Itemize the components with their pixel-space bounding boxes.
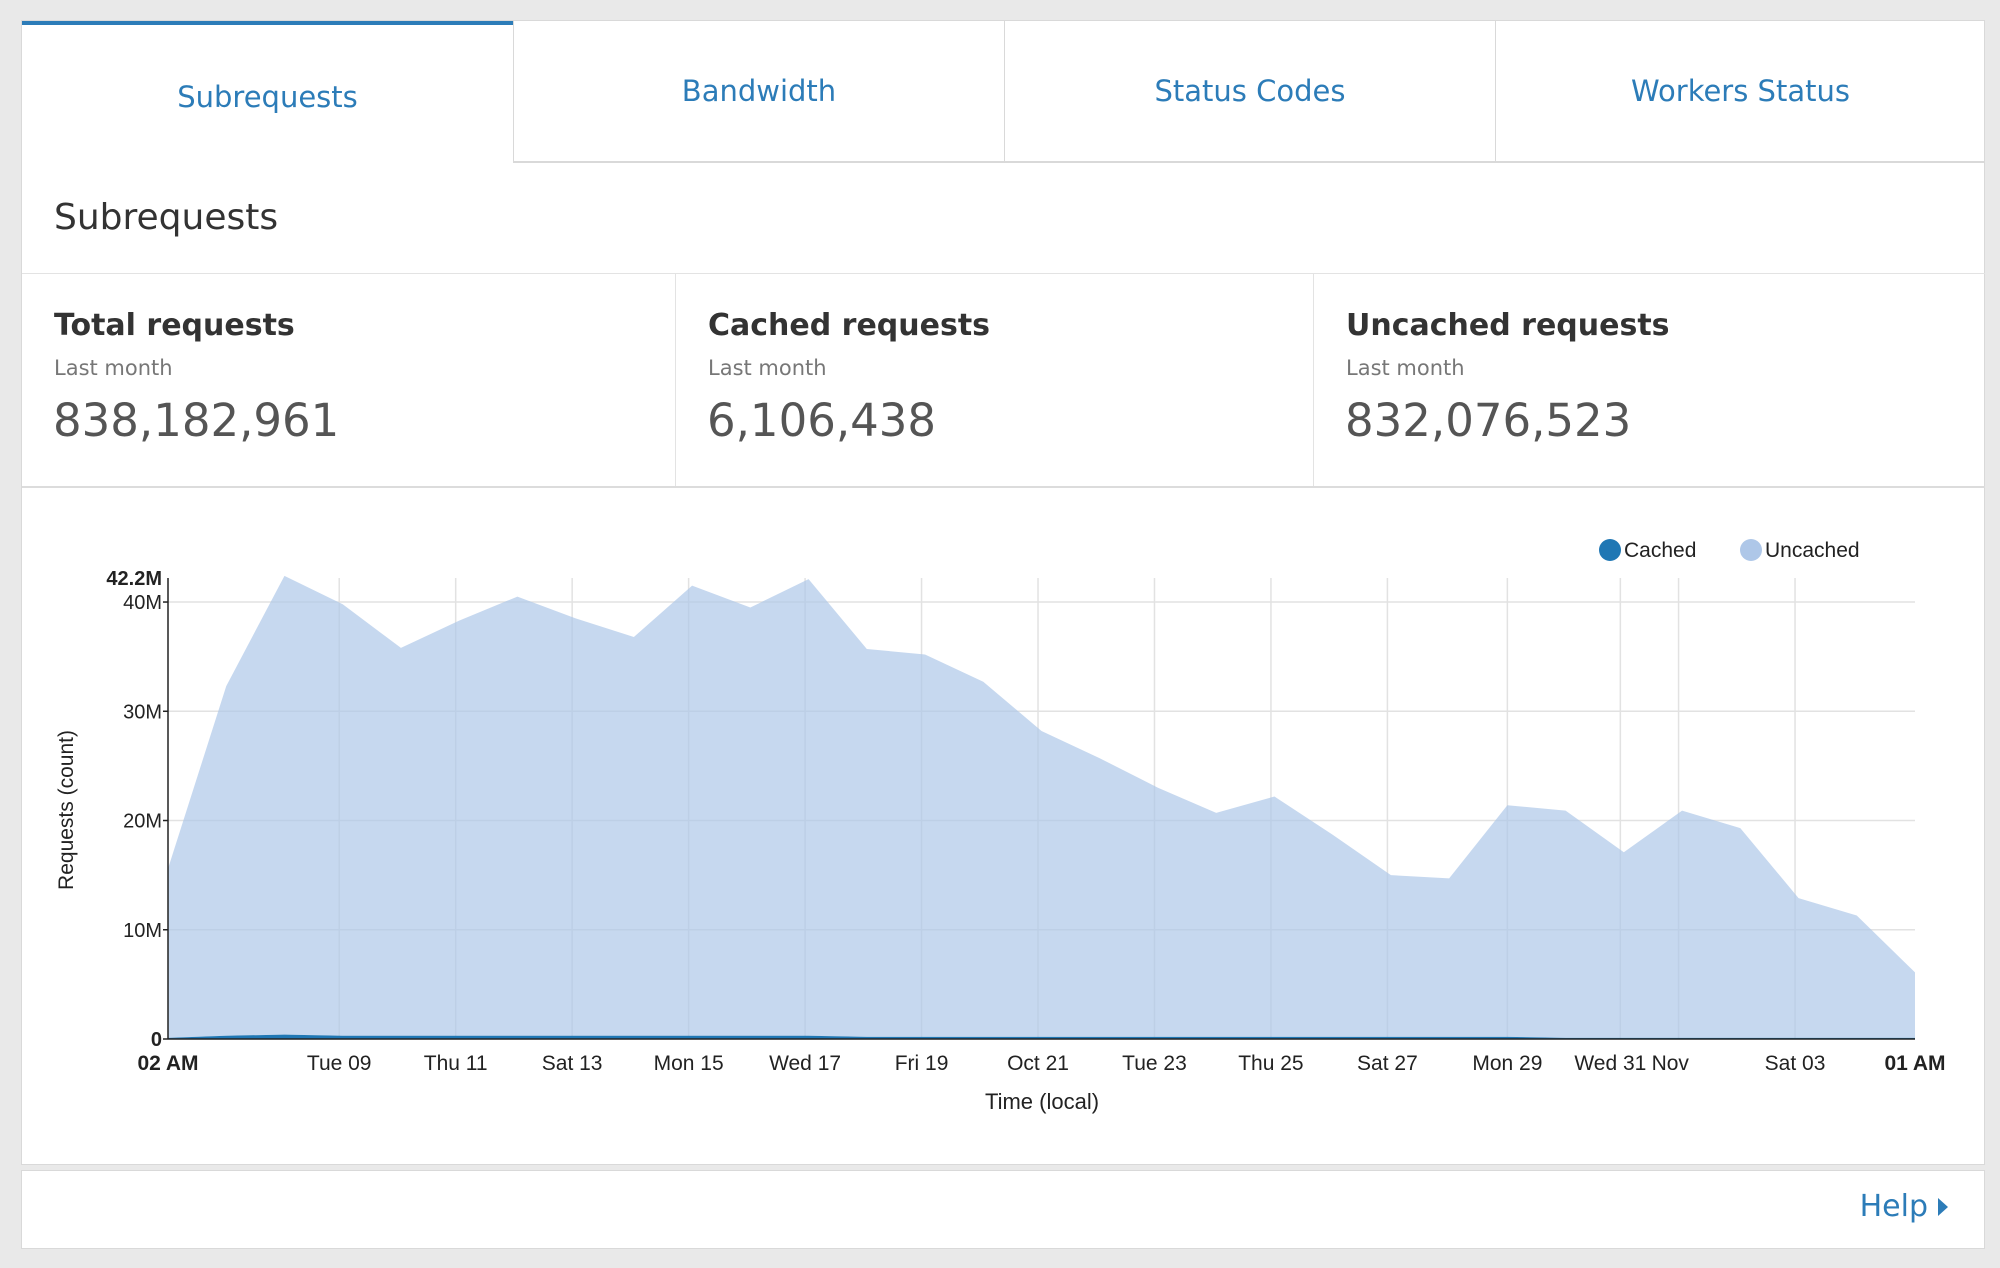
x-tick-label: Sat 13: [542, 1052, 603, 1075]
x-tick-label: Mon 15: [654, 1052, 724, 1075]
chart-legend: Cached Uncached: [1599, 539, 1860, 562]
tab-subrequests[interactable]: Subrequests: [22, 21, 513, 163]
x-tick-label: Wed 31: [1574, 1052, 1646, 1075]
legend-label: Uncached: [1765, 539, 1860, 562]
tab-bar: Subrequests Bandwidth Status Codes Worke…: [22, 21, 1985, 163]
tab-label: Bandwidth: [681, 74, 837, 108]
tab-label: Workers Status: [1631, 74, 1850, 108]
x-tick-label: Wed 17: [769, 1052, 841, 1075]
stat-period: Last month: [54, 356, 173, 380]
stat-title: Cached requests: [708, 308, 991, 343]
help-label: Help: [1859, 1189, 1928, 1224]
chart-areas: [168, 575, 1915, 1039]
section-title: Subrequests: [54, 197, 279, 238]
area-cached: [168, 1034, 1915, 1039]
x-tick-label: Thu 11: [424, 1052, 488, 1075]
card-footer: Help: [21, 1170, 1985, 1249]
x-tick-label: Thu 25: [1238, 1052, 1303, 1075]
help-link[interactable]: Help: [1860, 1189, 1948, 1224]
y-tick-label: 0: [151, 1029, 162, 1051]
y-tick-label: 30M: [123, 701, 162, 723]
x-axis-label: Time (local): [985, 1089, 1099, 1114]
legend-swatch-cached: [1599, 539, 1621, 561]
stat-title: Total requests: [54, 308, 295, 343]
x-tick-label: Tue 09: [307, 1052, 372, 1075]
tab-label: Status Codes: [1154, 74, 1346, 108]
stat-period: Last month: [708, 356, 827, 380]
x-tick-label: Oct 21: [1007, 1052, 1069, 1075]
x-tick-label: Tue 23: [1122, 1052, 1187, 1075]
x-tick-label: Fri 19: [895, 1052, 949, 1075]
y-max-label: 42.2M: [106, 568, 162, 590]
stat-total-requests: Total requests Last month 838,182,961: [22, 274, 675, 486]
x-tick-label: 02 AM: [137, 1052, 198, 1075]
area-uncached: [168, 575, 1915, 1038]
tab-label: Subrequests: [177, 80, 358, 114]
x-tick-label: Mon 29: [1472, 1052, 1542, 1075]
stat-title: Uncached requests: [1346, 308, 1670, 343]
stat-value: 838,182,961: [53, 394, 340, 447]
y-tick-label: 40M: [123, 592, 162, 614]
tab-workers-status[interactable]: Workers Status: [1495, 21, 1985, 163]
caret-right-icon: [1938, 1197, 1948, 1216]
legend-swatch-uncached: [1740, 539, 1762, 561]
y-tick-label: 20M: [123, 811, 162, 833]
x-tick-label: 01 AM: [1884, 1052, 1945, 1075]
y-tick-label: 10M: [123, 920, 162, 942]
tab-bandwidth[interactable]: Bandwidth: [513, 21, 1004, 163]
x-tick-label: Nov: [1652, 1052, 1690, 1075]
stat-period: Last month: [1346, 356, 1465, 380]
stat-uncached-requests: Uncached requests Last month 832,076,523: [1313, 274, 1985, 486]
stat-value: 6,106,438: [707, 394, 937, 447]
x-tick-label: Sat 27: [1357, 1052, 1418, 1075]
y-axis-label: Requests (count): [55, 730, 78, 890]
x-tick-label: Sat 03: [1765, 1052, 1826, 1075]
legend-label: Cached: [1624, 539, 1696, 562]
stat-value: 832,076,523: [1345, 394, 1632, 447]
stats-row: Total requests Last month 838,182,961 Ca…: [22, 273, 1985, 488]
tab-status-codes[interactable]: Status Codes: [1004, 21, 1495, 163]
stat-cached-requests: Cached requests Last month 6,106,438: [675, 274, 1313, 486]
